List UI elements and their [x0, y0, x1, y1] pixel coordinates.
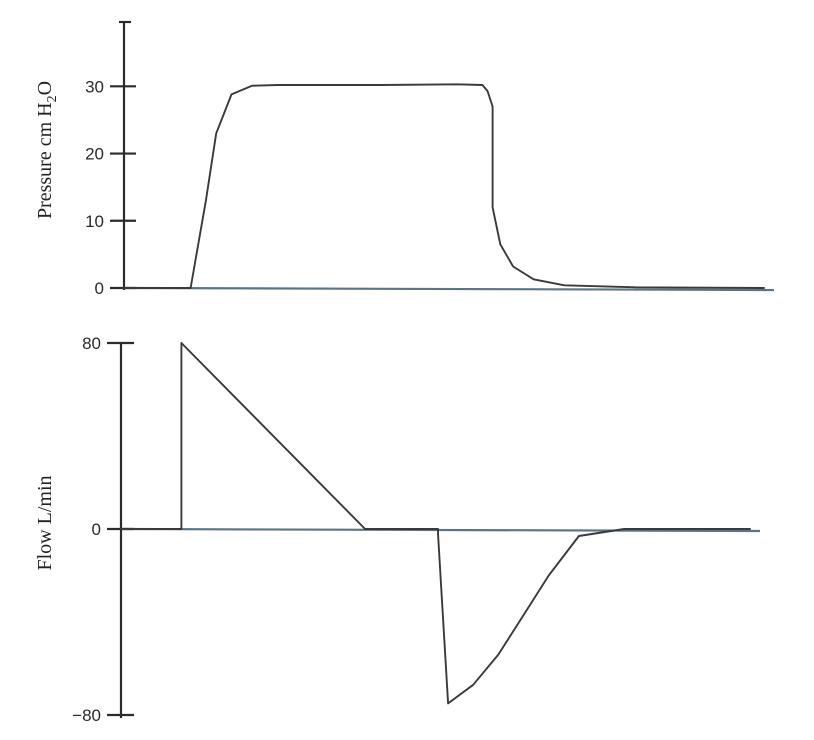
- pressure-y-label-main: Pressure cm H: [34, 102, 56, 219]
- pressure-panel: 0 10 20 30 Pressure cm H2O: [34, 20, 775, 298]
- pressure-y-label-tail: O: [34, 81, 56, 95]
- flow-y-label: Flow L/min: [34, 475, 56, 570]
- pressure-trace: [123, 83, 765, 289]
- flow-tick-label-1: 0: [92, 520, 101, 539]
- pressure-tick-label-3: 30: [85, 77, 104, 96]
- pressure-tick-label-0: 0: [95, 279, 104, 298]
- pressure-y-label-subscript: 2: [45, 95, 60, 102]
- pressure-zero-line: [123, 286, 775, 292]
- pressure-ticks: 0 10 20 30: [85, 77, 136, 298]
- flow-tick-label-2: 80: [82, 334, 101, 353]
- flow-trace: [120, 342, 751, 705]
- pressure-tick-label-2: 20: [85, 145, 104, 164]
- pressure-y-label: Pressure cm H2O: [34, 81, 60, 219]
- pressure-tick-label-1: 10: [85, 212, 104, 231]
- flow-zero-line: [120, 527, 761, 533]
- flow-tick-label-0: −80: [72, 706, 101, 725]
- flow-panel: −80 0 80 Flow L/min: [34, 334, 761, 725]
